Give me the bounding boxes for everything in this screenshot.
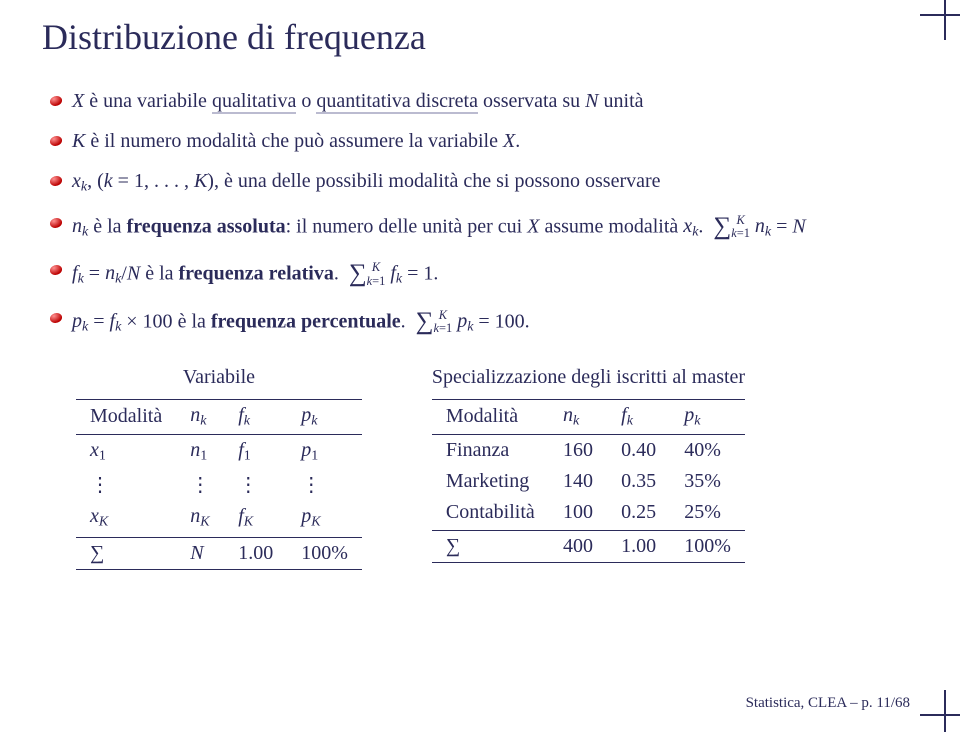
table-cell: Contabilità bbox=[432, 497, 549, 531]
bullet-item: nk è la frequenza assoluta: il numero de… bbox=[72, 208, 918, 246]
page-footer: Statistica, CLEA – p. 11/68 bbox=[746, 695, 910, 712]
table-header: nk bbox=[176, 400, 224, 435]
tables-region: Variabile Modalità nk fk pk x1 n1 f1 p1 … bbox=[42, 366, 918, 570]
math-var: fk bbox=[72, 262, 84, 284]
table-cell: 1.00 bbox=[607, 530, 670, 562]
strong-term: frequenza relativa bbox=[179, 262, 334, 284]
strong-term: frequenza percentuale bbox=[211, 310, 401, 332]
table-cell: ⋮ bbox=[287, 468, 362, 501]
bullet-item: X è una variabile qualitativa o quantita… bbox=[72, 86, 918, 116]
table-cell: ⋮ bbox=[176, 468, 224, 501]
slide-content: Distribuzione di frequenza X è una varia… bbox=[0, 0, 960, 570]
math-var: nk bbox=[72, 215, 88, 237]
table-cell: xK bbox=[76, 501, 176, 537]
page-title: Distribuzione di frequenza bbox=[42, 16, 918, 58]
underlined-term: qualitativa bbox=[212, 90, 296, 114]
strong-term: frequenza assoluta bbox=[127, 215, 286, 237]
math-var: X bbox=[527, 215, 539, 237]
math-var: N bbox=[585, 90, 598, 112]
table-cell: ∑ bbox=[76, 537, 176, 569]
table-cell: p1 bbox=[287, 434, 362, 468]
table-header: fk bbox=[224, 400, 287, 435]
table-cell: 140 bbox=[549, 466, 607, 497]
table-cell: 160 bbox=[549, 434, 607, 466]
table-cell: 100% bbox=[287, 537, 362, 569]
table-row: ⋮ ⋮ ⋮ ⋮ bbox=[76, 468, 362, 501]
table-cell: 25% bbox=[670, 497, 745, 531]
math-var: K bbox=[72, 130, 85, 152]
table-cell: ⋮ bbox=[224, 468, 287, 501]
table-header: pk bbox=[287, 400, 362, 435]
table-cell: 0.35 bbox=[607, 466, 670, 497]
table-cell: x1 bbox=[76, 434, 176, 468]
table-caption: Specializzazione degli iscritti al maste… bbox=[432, 366, 745, 399]
table-header-row: Modalità nk fk pk bbox=[76, 400, 362, 435]
table-footer-row: ∑ 400 1.00 100% bbox=[432, 530, 745, 562]
table-cell: 0.40 bbox=[607, 434, 670, 466]
table-cell: 40% bbox=[670, 434, 745, 466]
specialization-table: Specializzazione degli iscritti al maste… bbox=[432, 366, 745, 563]
underlined-term: quantitativa discreta bbox=[316, 90, 478, 114]
table-cell: 100% bbox=[670, 530, 745, 562]
bullet-item: fk = nk/N è la frequenza relativa. ∑Kk=1… bbox=[72, 255, 918, 293]
corner-decoration-bottom-right bbox=[920, 690, 960, 732]
table-cell: n1 bbox=[176, 434, 224, 468]
table-row: Finanza 160 0.40 40% bbox=[432, 434, 745, 466]
table-cell: fK bbox=[224, 501, 287, 537]
math-var: X bbox=[72, 90, 84, 112]
generic-table: Variabile Modalità nk fk pk x1 n1 f1 p1 … bbox=[76, 366, 362, 570]
table-header-row: Modalità nk fk pk bbox=[432, 400, 745, 435]
table-header: fk bbox=[607, 400, 670, 435]
table-header: nk bbox=[549, 400, 607, 435]
table-cell: 35% bbox=[670, 466, 745, 497]
table-footer-row: ∑ N 1.00 100% bbox=[76, 537, 362, 569]
bullet-item: xk, (k = 1, . . . , K), è una delle poss… bbox=[72, 166, 918, 198]
table-cell: Finanza bbox=[432, 434, 549, 466]
math-var: X bbox=[503, 130, 515, 152]
table-row: x1 n1 f1 p1 bbox=[76, 434, 362, 468]
math-var: xk bbox=[683, 215, 698, 237]
table-cell: pK bbox=[287, 501, 362, 537]
table-header: Modalità bbox=[76, 400, 176, 435]
table-row: Marketing 140 0.35 35% bbox=[432, 466, 745, 497]
table-header: Modalità bbox=[432, 400, 549, 435]
table-cell: f1 bbox=[224, 434, 287, 468]
table-header: pk bbox=[670, 400, 745, 435]
table-cell: ∑ bbox=[432, 530, 549, 562]
math-var: xk bbox=[72, 170, 87, 192]
bullet-item: K è il numero modalità che può assumere … bbox=[72, 126, 918, 156]
table-cell: N bbox=[176, 537, 224, 569]
table-cell: nK bbox=[176, 501, 224, 537]
math-var: pk bbox=[72, 310, 88, 332]
table-cell: 100 bbox=[549, 497, 607, 531]
corner-decoration-top-right bbox=[920, 0, 960, 40]
table-cell: 1.00 bbox=[224, 537, 287, 569]
table-caption: Variabile bbox=[76, 366, 362, 399]
bullet-item: pk = fk × 100 è la frequenza percentuale… bbox=[72, 303, 918, 341]
table-cell: Marketing bbox=[432, 466, 549, 497]
table-row: Contabilità 100 0.25 25% bbox=[432, 497, 745, 531]
bullet-list: X è una variabile qualitativa o quantita… bbox=[42, 86, 918, 340]
table-row: xK nK fK pK bbox=[76, 501, 362, 537]
table-cell: ⋮ bbox=[76, 468, 176, 501]
table-cell: 400 bbox=[549, 530, 607, 562]
table-cell: 0.25 bbox=[607, 497, 670, 531]
